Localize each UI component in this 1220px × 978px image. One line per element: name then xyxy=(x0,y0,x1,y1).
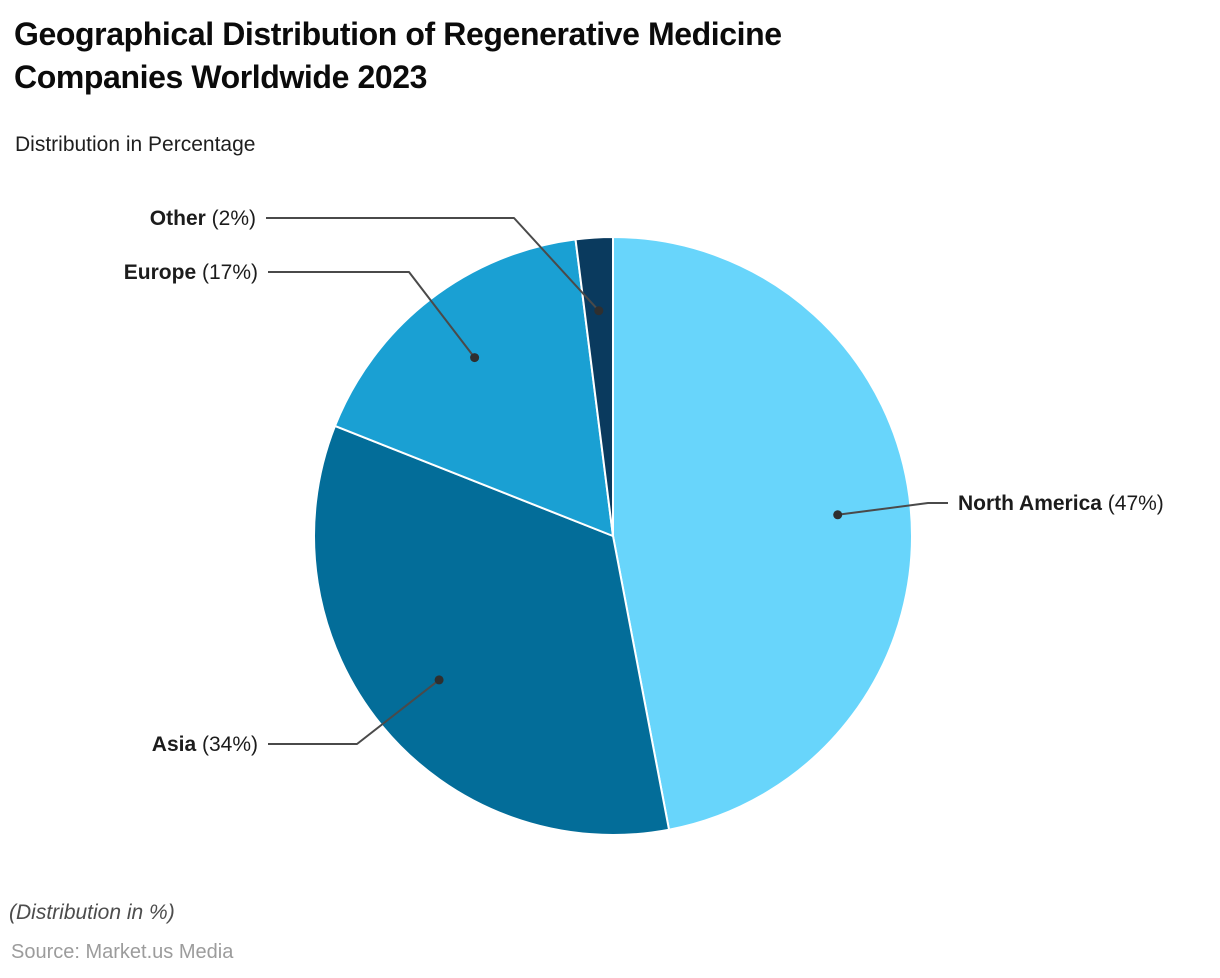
slice-labels-group: North America (47%) Asia (34%) Europe (17%… xyxy=(124,207,1164,756)
leader-lines-group xyxy=(266,217,948,745)
leader-line-europe xyxy=(268,271,476,359)
footer-note: (Distribution in %) xyxy=(9,901,175,924)
pie-slices-group xyxy=(313,236,913,836)
chart-title-line2: Companies Worldwide 2023 xyxy=(14,59,428,95)
slice-dots-group xyxy=(434,306,843,685)
slice-label-north-america: North America (47%) xyxy=(958,492,1164,515)
slice-label-value: (47%) xyxy=(1102,492,1164,515)
slice-label-name: North America xyxy=(958,492,1102,515)
slice-label-other: Other (2%) xyxy=(150,207,256,230)
slice-dot-other xyxy=(594,306,604,316)
slice-label-name: Europe xyxy=(124,261,196,284)
leader-line-asia xyxy=(268,679,440,745)
slice-label-europe: Europe (17%) xyxy=(124,261,258,284)
leader-line-north-america xyxy=(837,502,948,516)
slice-label-value: (34%) xyxy=(196,733,258,756)
slice-label-value: (2%) xyxy=(206,207,256,230)
pie-slice-asia[interactable] xyxy=(313,424,671,836)
slice-dot-north-america xyxy=(833,510,843,520)
pie-slice-north-america[interactable] xyxy=(612,236,913,831)
pie-slice-other[interactable] xyxy=(574,236,614,537)
slice-label-asia: Asia (34%) xyxy=(152,733,258,756)
slice-dot-asia xyxy=(434,675,444,685)
slice-label-name: Asia xyxy=(152,733,197,756)
chart-subtitle: Distribution in Percentage xyxy=(15,133,256,156)
footer-source: Source: Market.us Media xyxy=(11,941,234,963)
chart-title: Geographical Distribution of Regenerativ… xyxy=(14,13,782,99)
slice-dot-europe xyxy=(470,353,480,363)
slice-label-value: (17%) xyxy=(196,261,258,284)
slice-label-name: Other xyxy=(150,207,206,230)
leader-line-other xyxy=(266,217,600,312)
chart-title-line1: Geographical Distribution of Regenerativ… xyxy=(14,16,782,52)
